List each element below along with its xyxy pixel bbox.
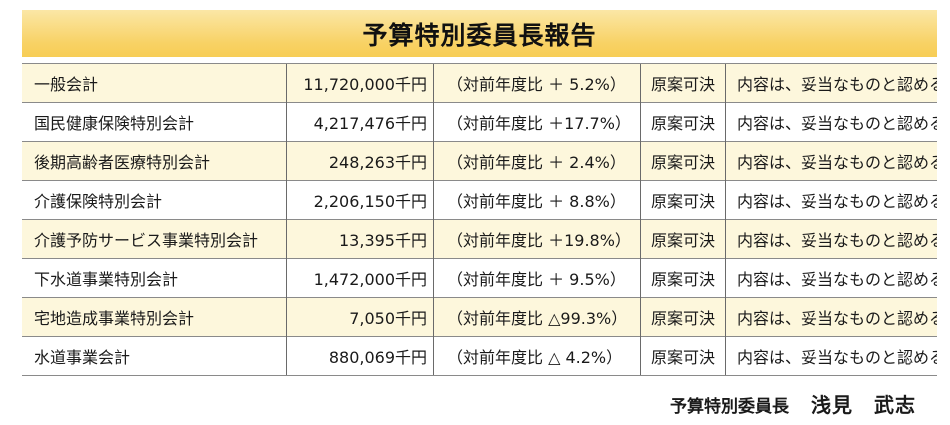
- table-row: 国民健康保険特別会計 4,217,476千円 （対前年度比 ＋17.7%） 原案…: [22, 102, 937, 142]
- decision-result: 原案可決: [640, 258, 726, 298]
- table-row: 一般会計 11,720,000千円 （対前年度比 ＋ 5.2%） 原案可決 内容…: [22, 63, 937, 103]
- committee-opinion: 内容は、妥当なものと認める: [725, 219, 937, 259]
- budget-report-table: 一般会計 11,720,000千円 （対前年度比 ＋ 5.2%） 原案可決 内容…: [22, 63, 937, 376]
- budget-amount: 880,069千円: [286, 336, 434, 376]
- account-name: 一般会計: [22, 63, 287, 103]
- year-over-year-ratio: （対前年度比 ＋17.7%）: [433, 102, 641, 142]
- table-row: 介護保険特別会計 2,206,150千円 （対前年度比 ＋ 8.8%） 原案可決…: [22, 180, 937, 220]
- committee-opinion: 内容は、妥当なものと認める: [725, 180, 937, 220]
- account-name: 宅地造成事業特別会計: [22, 297, 287, 337]
- account-name: 下水道事業特別会計: [22, 258, 287, 298]
- decision-result: 原案可決: [640, 102, 726, 142]
- account-name: 後期高齢者医療特別会計: [22, 141, 287, 181]
- budget-amount: 248,263千円: [286, 141, 434, 181]
- budget-amount: 7,050千円: [286, 297, 434, 337]
- chair-title: 予算特別委員長: [670, 397, 789, 417]
- committee-opinion: 内容は、妥当なものと認める: [725, 63, 937, 103]
- page-title: 予算特別委員長報告: [362, 20, 597, 50]
- decision-result: 原案可決: [640, 219, 726, 259]
- committee-opinion: 内容は、妥当なものと認める: [725, 102, 937, 142]
- year-over-year-ratio: （対前年度比 ＋19.8%）: [433, 219, 641, 259]
- table-row: 後期高齢者医療特別会計 248,263千円 （対前年度比 ＋ 2.4%） 原案可…: [22, 141, 937, 181]
- table-row: 下水道事業特別会計 1,472,000千円 （対前年度比 ＋ 9.5%） 原案可…: [22, 258, 937, 298]
- committee-opinion: 内容は、妥当なものと認める: [725, 297, 937, 337]
- year-over-year-ratio: （対前年度比 △99.3%）: [433, 297, 641, 337]
- committee-opinion: 内容は、妥当なものと認める: [725, 258, 937, 298]
- committee-opinion: 内容は、妥当なものと認める: [725, 141, 937, 181]
- decision-result: 原案可決: [640, 141, 726, 181]
- table-row: 水道事業会計 880,069千円 （対前年度比 △ 4.2%） 原案可決 内容は…: [22, 336, 937, 376]
- table-row: 介護予防サービス事業特別会計 13,395千円 （対前年度比 ＋19.8%） 原…: [22, 219, 937, 259]
- year-over-year-ratio: （対前年度比 ＋ 9.5%）: [433, 258, 641, 298]
- decision-result: 原案可決: [640, 63, 726, 103]
- committee-opinion: 内容は、妥当なものと認める: [725, 336, 937, 376]
- year-over-year-ratio: （対前年度比 △ 4.2%）: [433, 336, 641, 376]
- decision-result: 原案可決: [640, 336, 726, 376]
- budget-amount: 13,395千円: [286, 219, 434, 259]
- budget-amount: 1,472,000千円: [286, 258, 434, 298]
- chair-name: 浅見 武志: [811, 393, 916, 417]
- account-name: 水道事業会計: [22, 336, 287, 376]
- year-over-year-ratio: （対前年度比 ＋ 8.8%）: [433, 180, 641, 220]
- budget-amount: 4,217,476千円: [286, 102, 434, 142]
- account-name: 国民健康保険特別会計: [22, 102, 287, 142]
- table-row: 宅地造成事業特別会計 7,050千円 （対前年度比 △99.3%） 原案可決 内…: [22, 297, 937, 337]
- decision-result: 原案可決: [640, 180, 726, 220]
- committee-chair-signature: 予算特別委員長 浅見 武志: [670, 389, 916, 418]
- account-name: 介護予防サービス事業特別会計: [22, 219, 287, 259]
- budget-amount: 2,206,150千円: [286, 180, 434, 220]
- budget-amount: 11,720,000千円: [286, 63, 434, 103]
- decision-result: 原案可決: [640, 297, 726, 337]
- account-name: 介護保険特別会計: [22, 180, 287, 220]
- year-over-year-ratio: （対前年度比 ＋ 2.4%）: [433, 141, 641, 181]
- year-over-year-ratio: （対前年度比 ＋ 5.2%）: [433, 63, 641, 103]
- title-banner: 予算特別委員長報告: [22, 10, 937, 57]
